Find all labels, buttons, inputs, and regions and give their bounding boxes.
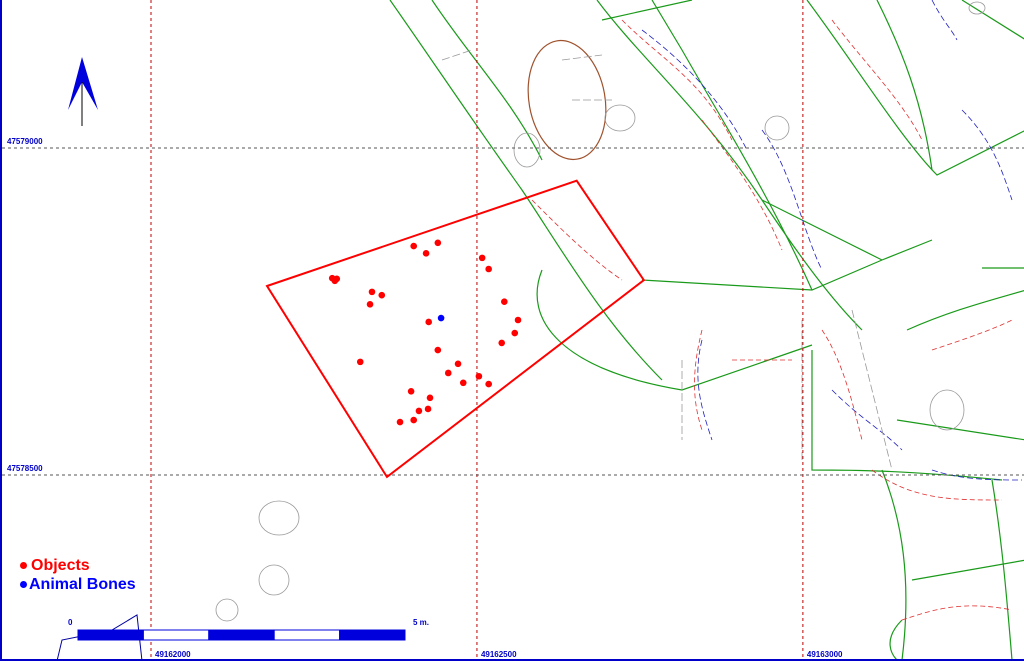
scale-start-label: 0 — [68, 618, 73, 627]
object-find-point — [366, 301, 374, 308]
scale-bar — [77, 629, 406, 641]
object-find-point — [459, 379, 467, 387]
object-find-point — [426, 394, 434, 402]
animal-bone-point — [437, 314, 445, 322]
scale-bar-segment — [273, 629, 341, 641]
find-points — [328, 239, 522, 426]
object-find-point — [501, 298, 508, 305]
legend-animal-bones-label: Animal Bones — [29, 576, 136, 593]
excavation-area-outline — [265, 179, 646, 479]
scale-bar-segment — [339, 629, 406, 641]
easting-label: 49163000 — [807, 650, 843, 659]
object-find-point — [514, 316, 522, 324]
objects-dot-icon — [20, 562, 27, 570]
northing-label: 47579000 — [7, 137, 43, 146]
object-find-point — [454, 360, 462, 368]
scale-end-label: 5 m. — [413, 618, 430, 627]
object-find-point — [434, 239, 442, 247]
background-features — [56, 0, 1024, 659]
animal-bones-dot-icon — [20, 581, 27, 589]
object-find-point — [424, 405, 432, 413]
object-find-point — [478, 254, 486, 262]
easting-label: 49162000 — [155, 650, 191, 659]
scale-bar-segment — [77, 629, 144, 641]
object-find-point — [434, 346, 442, 354]
legend-objects: Objects — [20, 557, 90, 575]
object-find-point — [415, 407, 423, 415]
object-find-point — [422, 249, 430, 257]
object-find-point — [475, 372, 483, 380]
object-find-point — [378, 291, 386, 299]
object-find-point — [498, 339, 506, 347]
scale-bar-segment — [208, 629, 275, 641]
object-find-point — [356, 358, 364, 366]
object-find-point — [410, 416, 418, 424]
north-arrow-icon — [68, 57, 98, 126]
easting-label: 49162500 — [481, 650, 517, 659]
northing-label: 47578500 — [7, 464, 43, 473]
legend-objects-label: Objects — [31, 557, 90, 574]
object-find-point — [396, 418, 404, 426]
object-find-point — [485, 265, 492, 273]
object-find-point — [444, 369, 452, 377]
scale-bar-segment — [142, 629, 210, 641]
object-find-point — [333, 275, 341, 283]
object-find-point — [511, 329, 519, 337]
object-find-point — [425, 318, 433, 326]
legend-animal-bones: Animal Bones — [20, 576, 136, 594]
object-find-point — [407, 387, 415, 395]
object-find-point — [410, 242, 418, 250]
object-find-point — [485, 380, 492, 388]
object-find-point — [368, 288, 376, 296]
